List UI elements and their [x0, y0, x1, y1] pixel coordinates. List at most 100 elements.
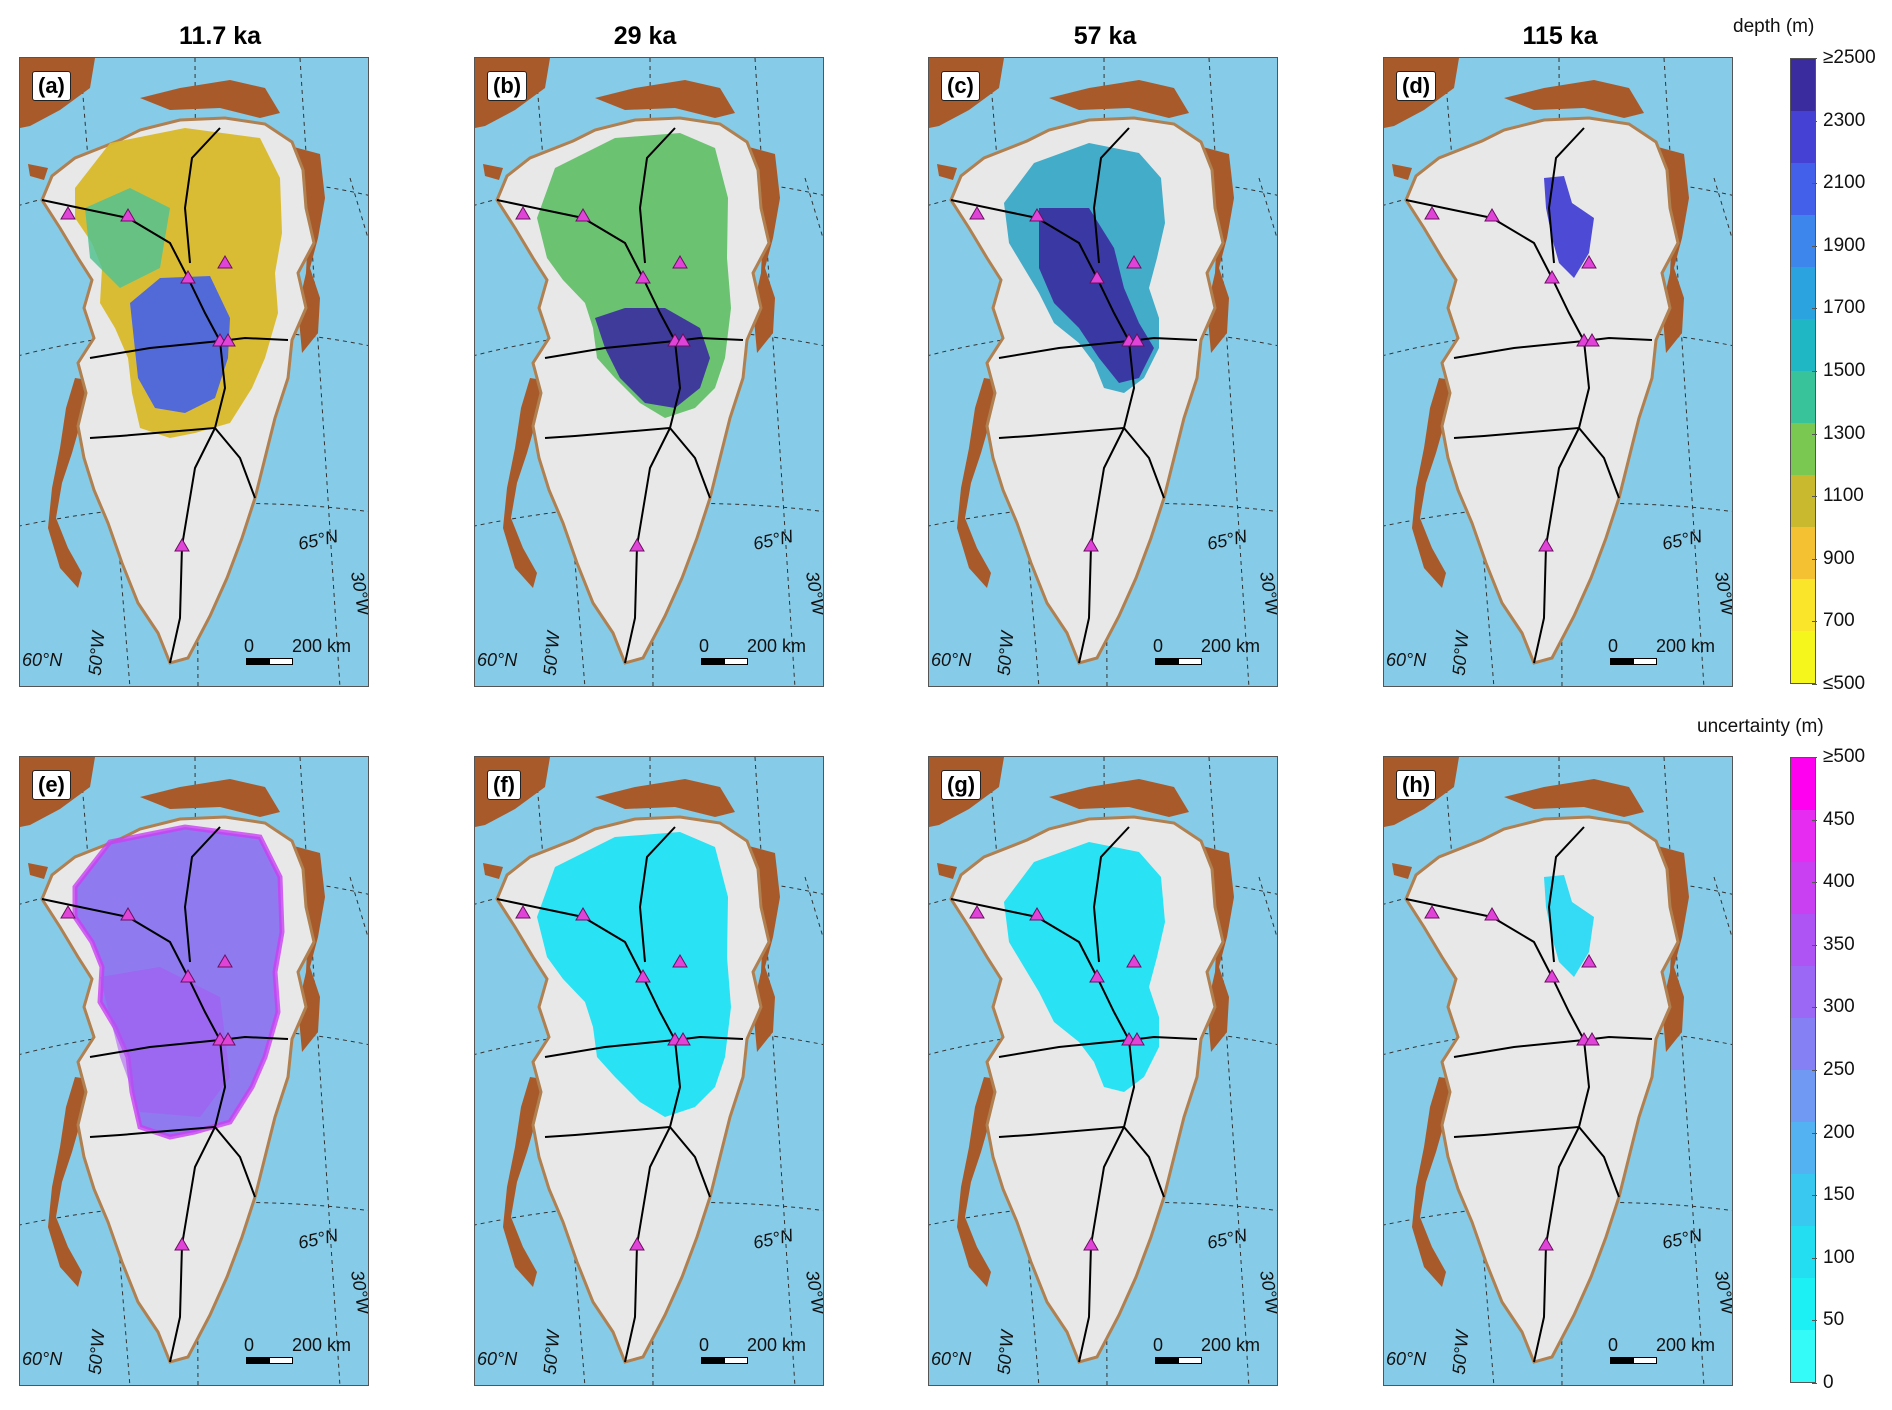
scale-bar-label: 200 km: [1201, 1335, 1261, 1355]
ice-core-site-marker: [1584, 333, 1600, 347]
land-patch: [595, 779, 735, 817]
panel-label: (d): [1396, 71, 1437, 101]
colorbar-tick-label: ≥500: [1823, 746, 1866, 767]
ice-core-site-marker: [174, 538, 190, 552]
land-patch: [1504, 80, 1644, 118]
land-patch: [1049, 80, 1189, 118]
colorbar-tick-label: 200: [1823, 1121, 1855, 1143]
colorbar-tick-label: 450: [1823, 808, 1855, 830]
ice-core-site-marker: [635, 270, 651, 284]
column-title-4: 115 ka: [1522, 22, 1598, 50]
ice-core-site-marker: [1544, 969, 1560, 983]
land-patch: [483, 863, 503, 879]
uncertainty-layer: [537, 832, 731, 1117]
ice-core-site-marker: [672, 954, 688, 968]
colorbar-tick-mark: [1812, 245, 1817, 247]
ice-core-site-marker: [1581, 255, 1597, 269]
colorbar-tick-label: 2100: [1823, 172, 1866, 194]
latitude-label-60: 60°N: [1386, 650, 1427, 670]
map-panel-c: (c) 60°N 65°N 50°W 30°W 0 200 km: [928, 57, 1278, 687]
scale-bar-label: 200 km: [292, 636, 352, 656]
land-patch: [1049, 779, 1189, 817]
colorbar-tick-mark: [1812, 433, 1817, 435]
uncertainty-layer: [1004, 842, 1165, 1092]
longitude-label-50: 50°W: [1448, 630, 1473, 677]
map-panel-h: (h) 60°N 65°N 50°W 30°W 0 200 km: [1383, 756, 1733, 1386]
column-title-2: 29 ka: [613, 22, 677, 50]
ice-core-site-marker: [515, 206, 531, 220]
scale-bar-label: 200 km: [292, 1335, 352, 1355]
land-patch: [140, 80, 280, 118]
colorbar-tick-mark: [1812, 58, 1817, 59]
depth-layer-core: [595, 308, 710, 408]
colorbar-tick-mark: [1812, 308, 1817, 310]
ice-core-site-marker: [1129, 333, 1145, 347]
ice-core-site-marker: [1484, 907, 1500, 921]
uncertainty-layer-inner: [100, 967, 230, 1117]
scale-bar-label: 200 km: [1656, 636, 1716, 656]
colorbar-tick-mark: [1812, 1320, 1817, 1322]
ice-core-site-marker: [120, 208, 136, 222]
panel-label: (h): [1396, 770, 1437, 800]
scale-bar-label: 200 km: [747, 1335, 807, 1355]
colorbar-tick-label: 1300: [1823, 422, 1866, 444]
greenland-map: [929, 757, 1277, 1385]
ice-core-site-marker: [1484, 208, 1500, 222]
colorbar-tick-mark: [1812, 371, 1817, 372]
scale-bar-white: [724, 658, 748, 665]
scale-bar-black: [246, 658, 270, 665]
land-patch: [1392, 863, 1412, 879]
latitude-label-60: 60°N: [22, 650, 63, 670]
colorbar-tick-label: 1500: [1823, 360, 1866, 381]
ice-core-site-marker: [575, 907, 591, 921]
colorbar-tick-label: 2300: [1823, 109, 1866, 131]
scale-bar-black: [701, 658, 725, 665]
uncertainty-layer: [1544, 875, 1594, 977]
scale-bar-white: [724, 1357, 748, 1364]
ice-core-site-marker: [1538, 538, 1554, 552]
ice-core-site-marker: [180, 270, 196, 284]
colorbar-tick-mark: [1812, 1383, 1817, 1384]
latitude-label-60: 60°N: [477, 1349, 518, 1369]
depth-colorbar-title: depth (m): [1733, 16, 1815, 37]
colorbar-tick-mark: [1812, 1195, 1817, 1197]
ice-core-site-marker: [1538, 1237, 1554, 1251]
colorbar-tick-mark: [1812, 120, 1817, 122]
longitude-label-50: 50°W: [539, 1329, 564, 1376]
colorbar-tick-label: 400: [1823, 871, 1855, 893]
colorbar-tick-label: 50: [1823, 1309, 1845, 1331]
ice-core-site-marker: [217, 954, 233, 968]
panel-label: (f): [487, 770, 521, 800]
greenland-map: [475, 58, 823, 686]
panel-label: (e): [32, 770, 71, 800]
scale-bar-zero: 0: [1153, 636, 1164, 656]
scale-bar-white: [1633, 1357, 1657, 1364]
longitude-label-50: 50°W: [84, 630, 109, 677]
colorbar-tick-label: 100: [1823, 1246, 1855, 1268]
depth-layer: [1544, 176, 1594, 278]
ice-core-site-marker: [1089, 969, 1105, 983]
column-title-3: 57 ka: [1073, 22, 1137, 50]
scale-bar-label: 200 km: [1656, 1335, 1716, 1355]
transect-lines: [496, 826, 744, 1363]
colorbar-tick-mark: [1812, 558, 1817, 560]
colorbar-tick-label: 0: [1823, 1372, 1834, 1393]
ice-sheet: [1404, 815, 1680, 1364]
scale-bar-label: 200 km: [1201, 636, 1261, 656]
ice-core-site-marker: [60, 905, 76, 919]
ice-core-site-marker: [1029, 907, 1045, 921]
colorbar-tick-label: 1900: [1823, 234, 1866, 256]
panel-label: (c): [941, 71, 980, 101]
land-patch: [937, 164, 957, 180]
scale-bar-black: [1610, 1357, 1634, 1364]
ice-core-site-marker: [1129, 1032, 1145, 1046]
colorbar-tick-label: 700: [1823, 610, 1855, 632]
latitude-label-60: 60°N: [1386, 1349, 1427, 1369]
ice-core-site-marker: [629, 538, 645, 552]
colorbar-tick-mark: [1812, 1070, 1817, 1071]
colorbar-tick-mark: [1812, 684, 1817, 685]
ice-core-site-marker: [1126, 255, 1142, 269]
ice-core-site-marker: [1126, 954, 1142, 968]
land-patch: [28, 164, 48, 180]
scale-bar-white: [269, 658, 293, 665]
